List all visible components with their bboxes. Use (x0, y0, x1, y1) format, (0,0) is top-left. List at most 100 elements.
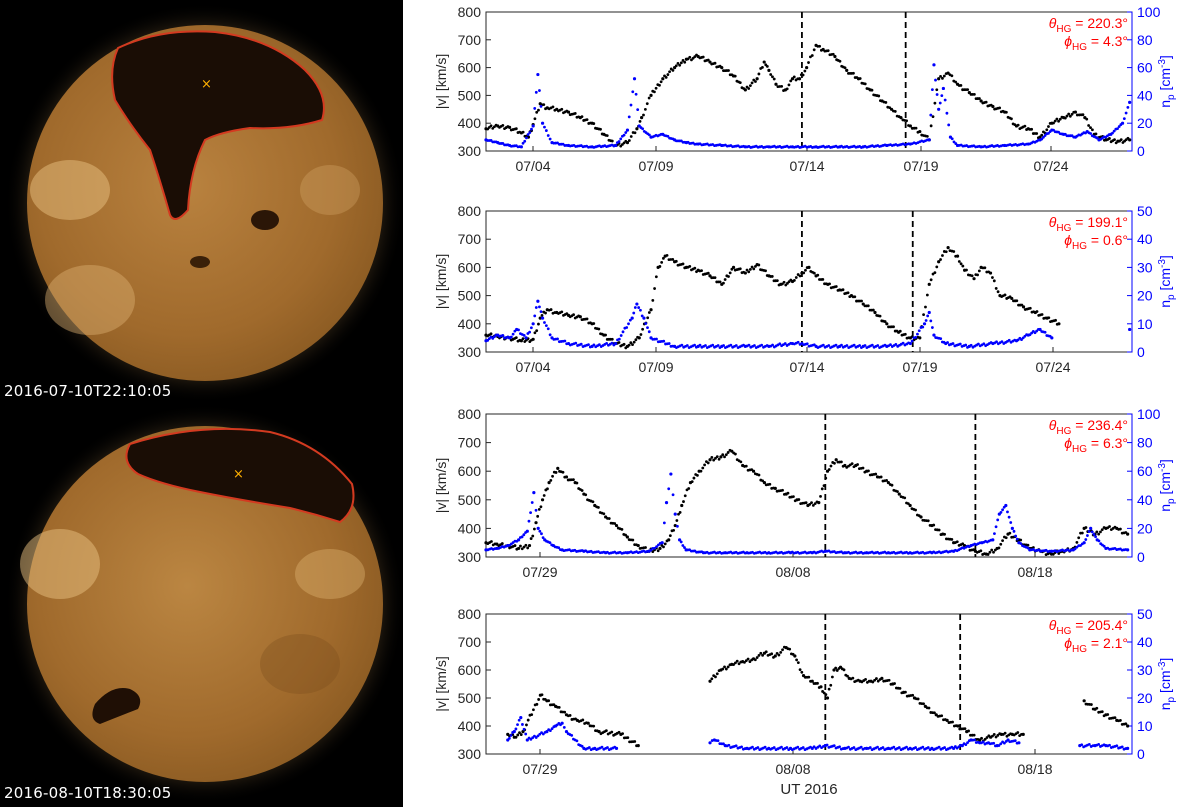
data-point (845, 344, 849, 347)
data-point (905, 745, 908, 749)
data-point (514, 127, 518, 131)
y-label-right-n: n (1157, 504, 1173, 512)
data-point (1100, 528, 1104, 532)
data-point (655, 545, 658, 548)
data-point (536, 514, 540, 518)
data-point (542, 103, 546, 107)
data-point (647, 330, 651, 334)
data-point (856, 463, 859, 466)
data-point (522, 545, 526, 549)
y-tick-label-left: 500 (458, 87, 482, 103)
data-point (522, 533, 526, 537)
data-point (519, 544, 522, 548)
plot-frame (485, 413, 1133, 558)
data-point (727, 69, 730, 72)
data-point (680, 343, 684, 347)
data-point (657, 543, 660, 547)
data-point (1004, 536, 1008, 540)
data-point (687, 487, 691, 490)
y-tick-label-right: 50 (1137, 606, 1153, 622)
data-point (996, 290, 1000, 294)
data-point (1010, 117, 1013, 121)
data-point (535, 702, 539, 706)
data-point (524, 543, 528, 547)
data-point (933, 711, 936, 715)
data-point (534, 508, 538, 512)
data-point (543, 321, 546, 324)
data-point (701, 466, 705, 470)
data-point (938, 101, 942, 105)
data-point (721, 667, 725, 671)
data-point (743, 271, 747, 275)
data-point (532, 491, 536, 495)
data-point (733, 74, 737, 78)
data-point (904, 690, 907, 694)
phi-annotation: ϕHG = 0.6° (1064, 232, 1128, 252)
data-point (786, 491, 790, 495)
data-point (794, 276, 798, 279)
data-point (996, 518, 1000, 522)
y-tick-label-right: 50 (1137, 203, 1153, 219)
data-point (983, 266, 987, 270)
data-point (1016, 731, 1020, 734)
data-point (750, 265, 754, 269)
data-point (619, 137, 623, 141)
data-point (646, 326, 649, 330)
x-tick-label: 08/18 (1017, 761, 1052, 777)
data-point (764, 650, 768, 654)
data-point (884, 101, 888, 104)
x-tick-label: 07/04 (515, 359, 550, 375)
data-point (544, 311, 547, 315)
data-point (813, 502, 817, 506)
data-point (952, 140, 956, 144)
data-point (833, 54, 837, 59)
data-point (956, 724, 960, 728)
data-point (1073, 547, 1077, 551)
data-point (533, 331, 537, 335)
data-point (1115, 744, 1119, 748)
data-point (851, 676, 855, 680)
data-point (812, 48, 816, 52)
data-point (911, 693, 915, 697)
data-point (654, 86, 658, 90)
data-point (991, 276, 994, 279)
data-point (827, 344, 831, 347)
data-point (852, 746, 856, 749)
data-point (519, 145, 523, 149)
data-point (914, 336, 918, 339)
data-point (540, 693, 544, 697)
data-point (722, 281, 725, 285)
data-point (991, 734, 994, 738)
data-point (1050, 336, 1054, 340)
data-point (861, 466, 865, 470)
data-point (763, 745, 767, 749)
data-point (658, 83, 661, 87)
data-point (584, 493, 588, 497)
data-point (999, 742, 1003, 746)
data-point (1063, 116, 1067, 120)
data-point (734, 452, 737, 456)
data-point (1070, 112, 1074, 116)
data-point (1026, 543, 1030, 547)
data-point (585, 317, 589, 321)
data-point (918, 129, 922, 134)
data-point (533, 117, 537, 121)
data-point (820, 487, 824, 491)
data-point (518, 731, 521, 735)
data-point (941, 254, 944, 257)
data-point (1120, 121, 1125, 125)
data-point (581, 718, 585, 722)
data-point (520, 547, 524, 551)
data-point (587, 343, 590, 347)
data-point (922, 322, 927, 326)
data-point (812, 745, 816, 749)
data-point (838, 745, 841, 749)
data-point (932, 63, 936, 67)
data-point (931, 115, 935, 119)
data-point (1012, 529, 1016, 533)
data-point (1124, 722, 1128, 726)
data-point (715, 455, 719, 458)
data-point (773, 654, 777, 658)
data-point (788, 647, 792, 651)
data-point (1043, 330, 1047, 334)
